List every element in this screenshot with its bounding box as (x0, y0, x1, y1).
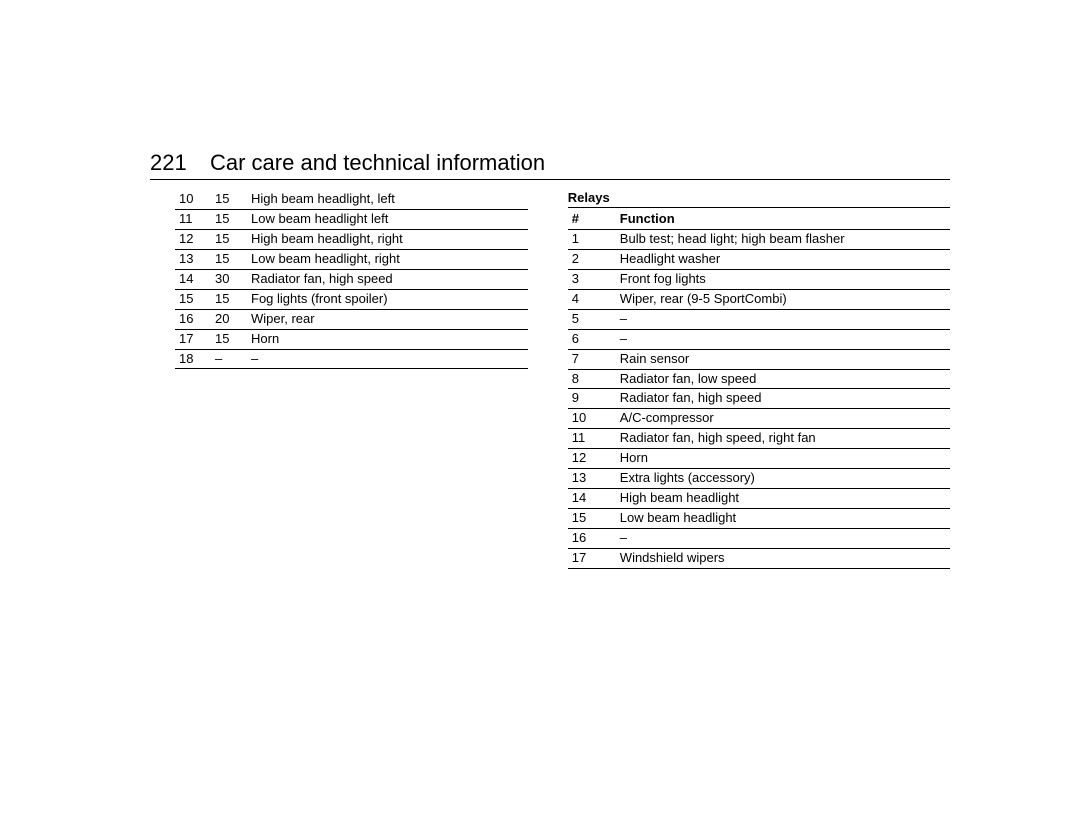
fuse-amp: 15 (211, 229, 247, 249)
relay-num: 2 (568, 249, 616, 269)
relays-header-function: Function (616, 210, 950, 229)
relay-function: – (616, 329, 950, 349)
fuse-amp: 15 (211, 249, 247, 269)
relay-num: 13 (568, 469, 616, 489)
relay-function: Low beam headlight (616, 509, 950, 529)
relay-function: A/C-compressor (616, 409, 950, 429)
relay-num: 5 (568, 309, 616, 329)
relay-num: 11 (568, 429, 616, 449)
table-row: 1215High beam headlight, right (175, 229, 528, 249)
fuse-amp: 20 (211, 309, 247, 329)
fuse-desc: Low beam headlight, right (247, 249, 528, 269)
relay-function: Radiator fan, low speed (616, 369, 950, 389)
fuse-pos: 14 (175, 269, 211, 289)
fuse-desc: Wiper, rear (247, 309, 528, 329)
table-row: 1715Horn (175, 329, 528, 349)
chapter-title: Car care and technical information (210, 150, 545, 176)
table-row: 8Radiator fan, low speed (568, 369, 950, 389)
relay-function: – (616, 309, 950, 329)
relay-function: Rain sensor (616, 349, 950, 369)
fuses-table: 1015High beam headlight, left1115Low bea… (175, 190, 528, 369)
relay-function: High beam headlight (616, 489, 950, 509)
relays-heading: Relays (568, 190, 950, 208)
relay-function: Extra lights (accessory) (616, 469, 950, 489)
page-header: 221 Car care and technical information (150, 150, 950, 180)
fuse-pos: 18 (175, 349, 211, 369)
fuse-amp: 15 (211, 289, 247, 309)
table-row: 17Windshield wipers (568, 548, 950, 568)
table-row: 9Radiator fan, high speed (568, 389, 950, 409)
fuse-pos: 10 (175, 190, 211, 209)
relay-function: Headlight washer (616, 249, 950, 269)
relay-num: 8 (568, 369, 616, 389)
table-row: 14High beam headlight (568, 489, 950, 509)
fuse-pos: 16 (175, 309, 211, 329)
relays-header-num: # (568, 210, 616, 229)
table-row: 6– (568, 329, 950, 349)
relay-num: 7 (568, 349, 616, 369)
relay-num: 15 (568, 509, 616, 529)
table-row: 1115Low beam headlight left (175, 209, 528, 229)
table-row: 12Horn (568, 449, 950, 469)
relay-num: 14 (568, 489, 616, 509)
table-row: 18–– (175, 349, 528, 369)
content-columns: 1015High beam headlight, left1115Low bea… (150, 190, 950, 569)
relay-function: Bulb test; head light; high beam flasher (616, 229, 950, 249)
relay-function: Windshield wipers (616, 548, 950, 568)
fuse-desc: Horn (247, 329, 528, 349)
left-column: 1015High beam headlight, left1115Low bea… (150, 190, 528, 569)
table-row: 3Front fog lights (568, 269, 950, 289)
relay-num: 17 (568, 548, 616, 568)
table-row: 5– (568, 309, 950, 329)
manual-page: 221 Car care and technical information 1… (0, 0, 1080, 834)
relay-function: Front fog lights (616, 269, 950, 289)
fuse-desc: Low beam headlight left (247, 209, 528, 229)
fuse-desc: Radiator fan, high speed (247, 269, 528, 289)
relay-num: 10 (568, 409, 616, 429)
relay-num: 9 (568, 389, 616, 409)
relay-num: 12 (568, 449, 616, 469)
table-row: 1015High beam headlight, left (175, 190, 528, 209)
relay-num: 3 (568, 269, 616, 289)
table-row: 7Rain sensor (568, 349, 950, 369)
right-column: Relays # Function 1Bulb test; head light… (568, 190, 950, 569)
table-row: 1430Radiator fan, high speed (175, 269, 528, 289)
fuse-amp: 15 (211, 190, 247, 209)
table-row: 13Extra lights (accessory) (568, 469, 950, 489)
table-row: 1515Fog lights (front spoiler) (175, 289, 528, 309)
relay-num: 4 (568, 289, 616, 309)
relay-function: – (616, 529, 950, 549)
fuse-pos: 13 (175, 249, 211, 269)
table-row: 1Bulb test; head light; high beam flashe… (568, 229, 950, 249)
fuse-pos: 12 (175, 229, 211, 249)
relay-num: 1 (568, 229, 616, 249)
table-row: 16– (568, 529, 950, 549)
relay-function: Radiator fan, high speed (616, 389, 950, 409)
table-row: 11Radiator fan, high speed, right fan (568, 429, 950, 449)
table-row: 15Low beam headlight (568, 509, 950, 529)
relays-table: # Function 1Bulb test; head light; high … (568, 210, 950, 569)
fuse-desc: High beam headlight, right (247, 229, 528, 249)
fuse-pos: 17 (175, 329, 211, 349)
fuse-pos: 15 (175, 289, 211, 309)
relay-num: 16 (568, 529, 616, 549)
page-number: 221 (150, 150, 210, 176)
fuse-desc: Fog lights (front spoiler) (247, 289, 528, 309)
table-row: 4Wiper, rear (9-5 SportCombi) (568, 289, 950, 309)
fuse-amp: 15 (211, 329, 247, 349)
table-row: 1315Low beam headlight, right (175, 249, 528, 269)
fuse-amp: 30 (211, 269, 247, 289)
relay-function: Horn (616, 449, 950, 469)
table-row: 10A/C-compressor (568, 409, 950, 429)
relay-function: Radiator fan, high speed, right fan (616, 429, 950, 449)
relay-function: Wiper, rear (9-5 SportCombi) (616, 289, 950, 309)
table-row: 1620Wiper, rear (175, 309, 528, 329)
fuse-desc: – (247, 349, 528, 369)
fuse-pos: 11 (175, 209, 211, 229)
fuse-amp: 15 (211, 209, 247, 229)
fuse-amp: – (211, 349, 247, 369)
fuse-desc: High beam headlight, left (247, 190, 528, 209)
table-row: 2Headlight washer (568, 249, 950, 269)
relay-num: 6 (568, 329, 616, 349)
